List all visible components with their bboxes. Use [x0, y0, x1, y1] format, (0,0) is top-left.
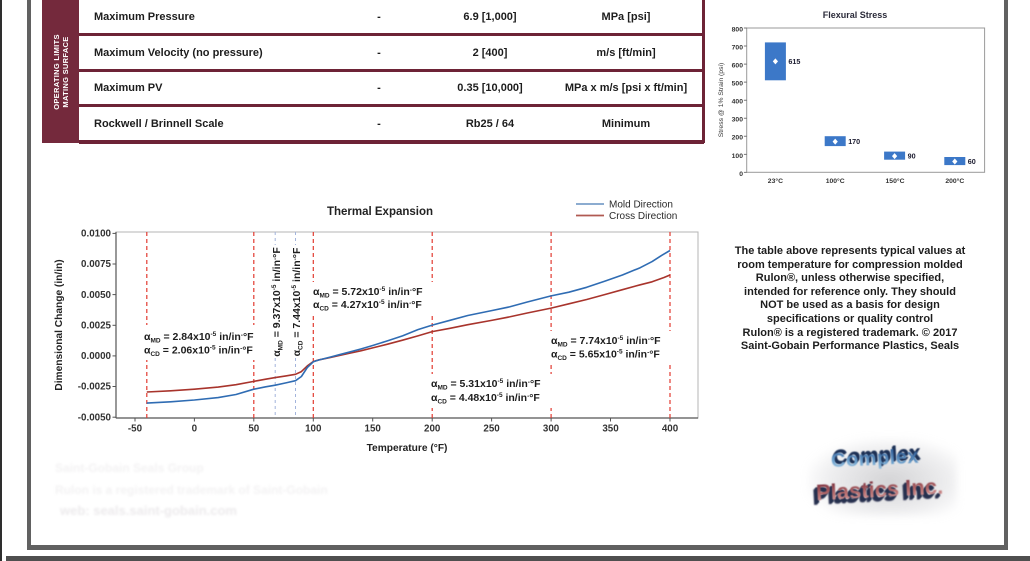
- svg-text:αCD = 5.65x10-5 in/in-°F: αCD = 5.65x10-5 in/in-°F: [551, 349, 660, 363]
- svg-text:-50: -50: [128, 424, 143, 435]
- svg-text:0.0050: 0.0050: [81, 290, 112, 301]
- svg-text:αMD = 2.84x10-5 in/in-°F: αMD = 2.84x10-5 in/in-°F: [144, 331, 254, 345]
- svg-text:Stress @ 1% Strain (psi): Stress @ 1% Strain (psi): [718, 63, 725, 138]
- svg-text:200: 200: [424, 424, 441, 435]
- svg-text:αCD = 4.48x10-5 in/in-°F: αCD = 4.48x10-5 in/in-°F: [431, 392, 540, 406]
- svg-text:Dimensional Change (in/in): Dimensional Change (in/in): [54, 259, 65, 390]
- svg-text:100: 100: [732, 153, 744, 160]
- svg-text:αMD = 5.31x10-5 in/in-°F: αMD = 5.31x10-5 in/in-°F: [431, 378, 541, 392]
- svg-text:170: 170: [848, 137, 860, 146]
- svg-text:250: 250: [483, 424, 500, 435]
- svg-text:0.0000: 0.0000: [81, 351, 112, 362]
- svg-text:800: 800: [732, 27, 744, 34]
- svg-text:90: 90: [908, 152, 916, 161]
- svg-text:0: 0: [739, 171, 743, 178]
- svg-text:0.0075: 0.0075: [81, 259, 112, 270]
- svg-text:150: 150: [365, 424, 382, 435]
- svg-text:615: 615: [788, 57, 800, 66]
- svg-text:αMD = 5.72x10-5 in/in-°F: αMD = 5.72x10-5 in/in-°F: [313, 286, 423, 300]
- svg-text:60: 60: [968, 157, 976, 166]
- svg-text:300: 300: [732, 117, 744, 124]
- svg-text:23°C: 23°C: [768, 177, 783, 185]
- svg-text:Cross Direction: Cross Direction: [609, 211, 677, 222]
- svg-text:0: 0: [192, 424, 198, 435]
- svg-text:100: 100: [305, 424, 322, 435]
- svg-text:350: 350: [602, 424, 619, 435]
- svg-text:Temperature (°F): Temperature (°F): [367, 443, 448, 454]
- svg-text:-0.0050: -0.0050: [78, 412, 112, 423]
- svg-text:Mold Direction: Mold Direction: [609, 200, 673, 211]
- svg-text:0.0100: 0.0100: [81, 229, 112, 240]
- svg-text:150°C: 150°C: [886, 177, 905, 185]
- svg-text:αCD = 2.06x10-5 in/in-°F: αCD = 2.06x10-5 in/in-°F: [144, 345, 253, 359]
- svg-text:αMD = 9.37x10-5 in/in-°F: αMD = 9.37x10-5 in/in-°F: [271, 247, 285, 357]
- svg-text:50: 50: [248, 424, 259, 435]
- svg-text:αCD = 4.27x10-5 in/in-°F: αCD = 4.27x10-5 in/in-°F: [313, 299, 422, 313]
- svg-text:500: 500: [732, 81, 744, 88]
- svg-text:-0.0025: -0.0025: [78, 382, 112, 393]
- svg-text:400: 400: [732, 99, 744, 106]
- svg-text:200°C: 200°C: [945, 177, 964, 185]
- svg-text:αCD = 7.44x10-5 in/in-°F: αCD = 7.44x10-5 in/in-°F: [291, 247, 305, 356]
- svg-text:300: 300: [543, 424, 560, 435]
- svg-text:200: 200: [732, 135, 744, 142]
- svg-text:0.0025: 0.0025: [81, 321, 112, 332]
- svg-text:αMD = 7.74x10-5 in/in-°F: αMD = 7.74x10-5 in/in-°F: [551, 335, 661, 349]
- svg-text:600: 600: [732, 63, 744, 70]
- svg-text:Thermal Expansion: Thermal Expansion: [327, 206, 433, 218]
- svg-text:100°C: 100°C: [826, 177, 845, 185]
- svg-text:400: 400: [662, 424, 679, 435]
- svg-text:700: 700: [732, 45, 744, 52]
- svg-text:Flexural Stress: Flexural Stress: [823, 10, 888, 20]
